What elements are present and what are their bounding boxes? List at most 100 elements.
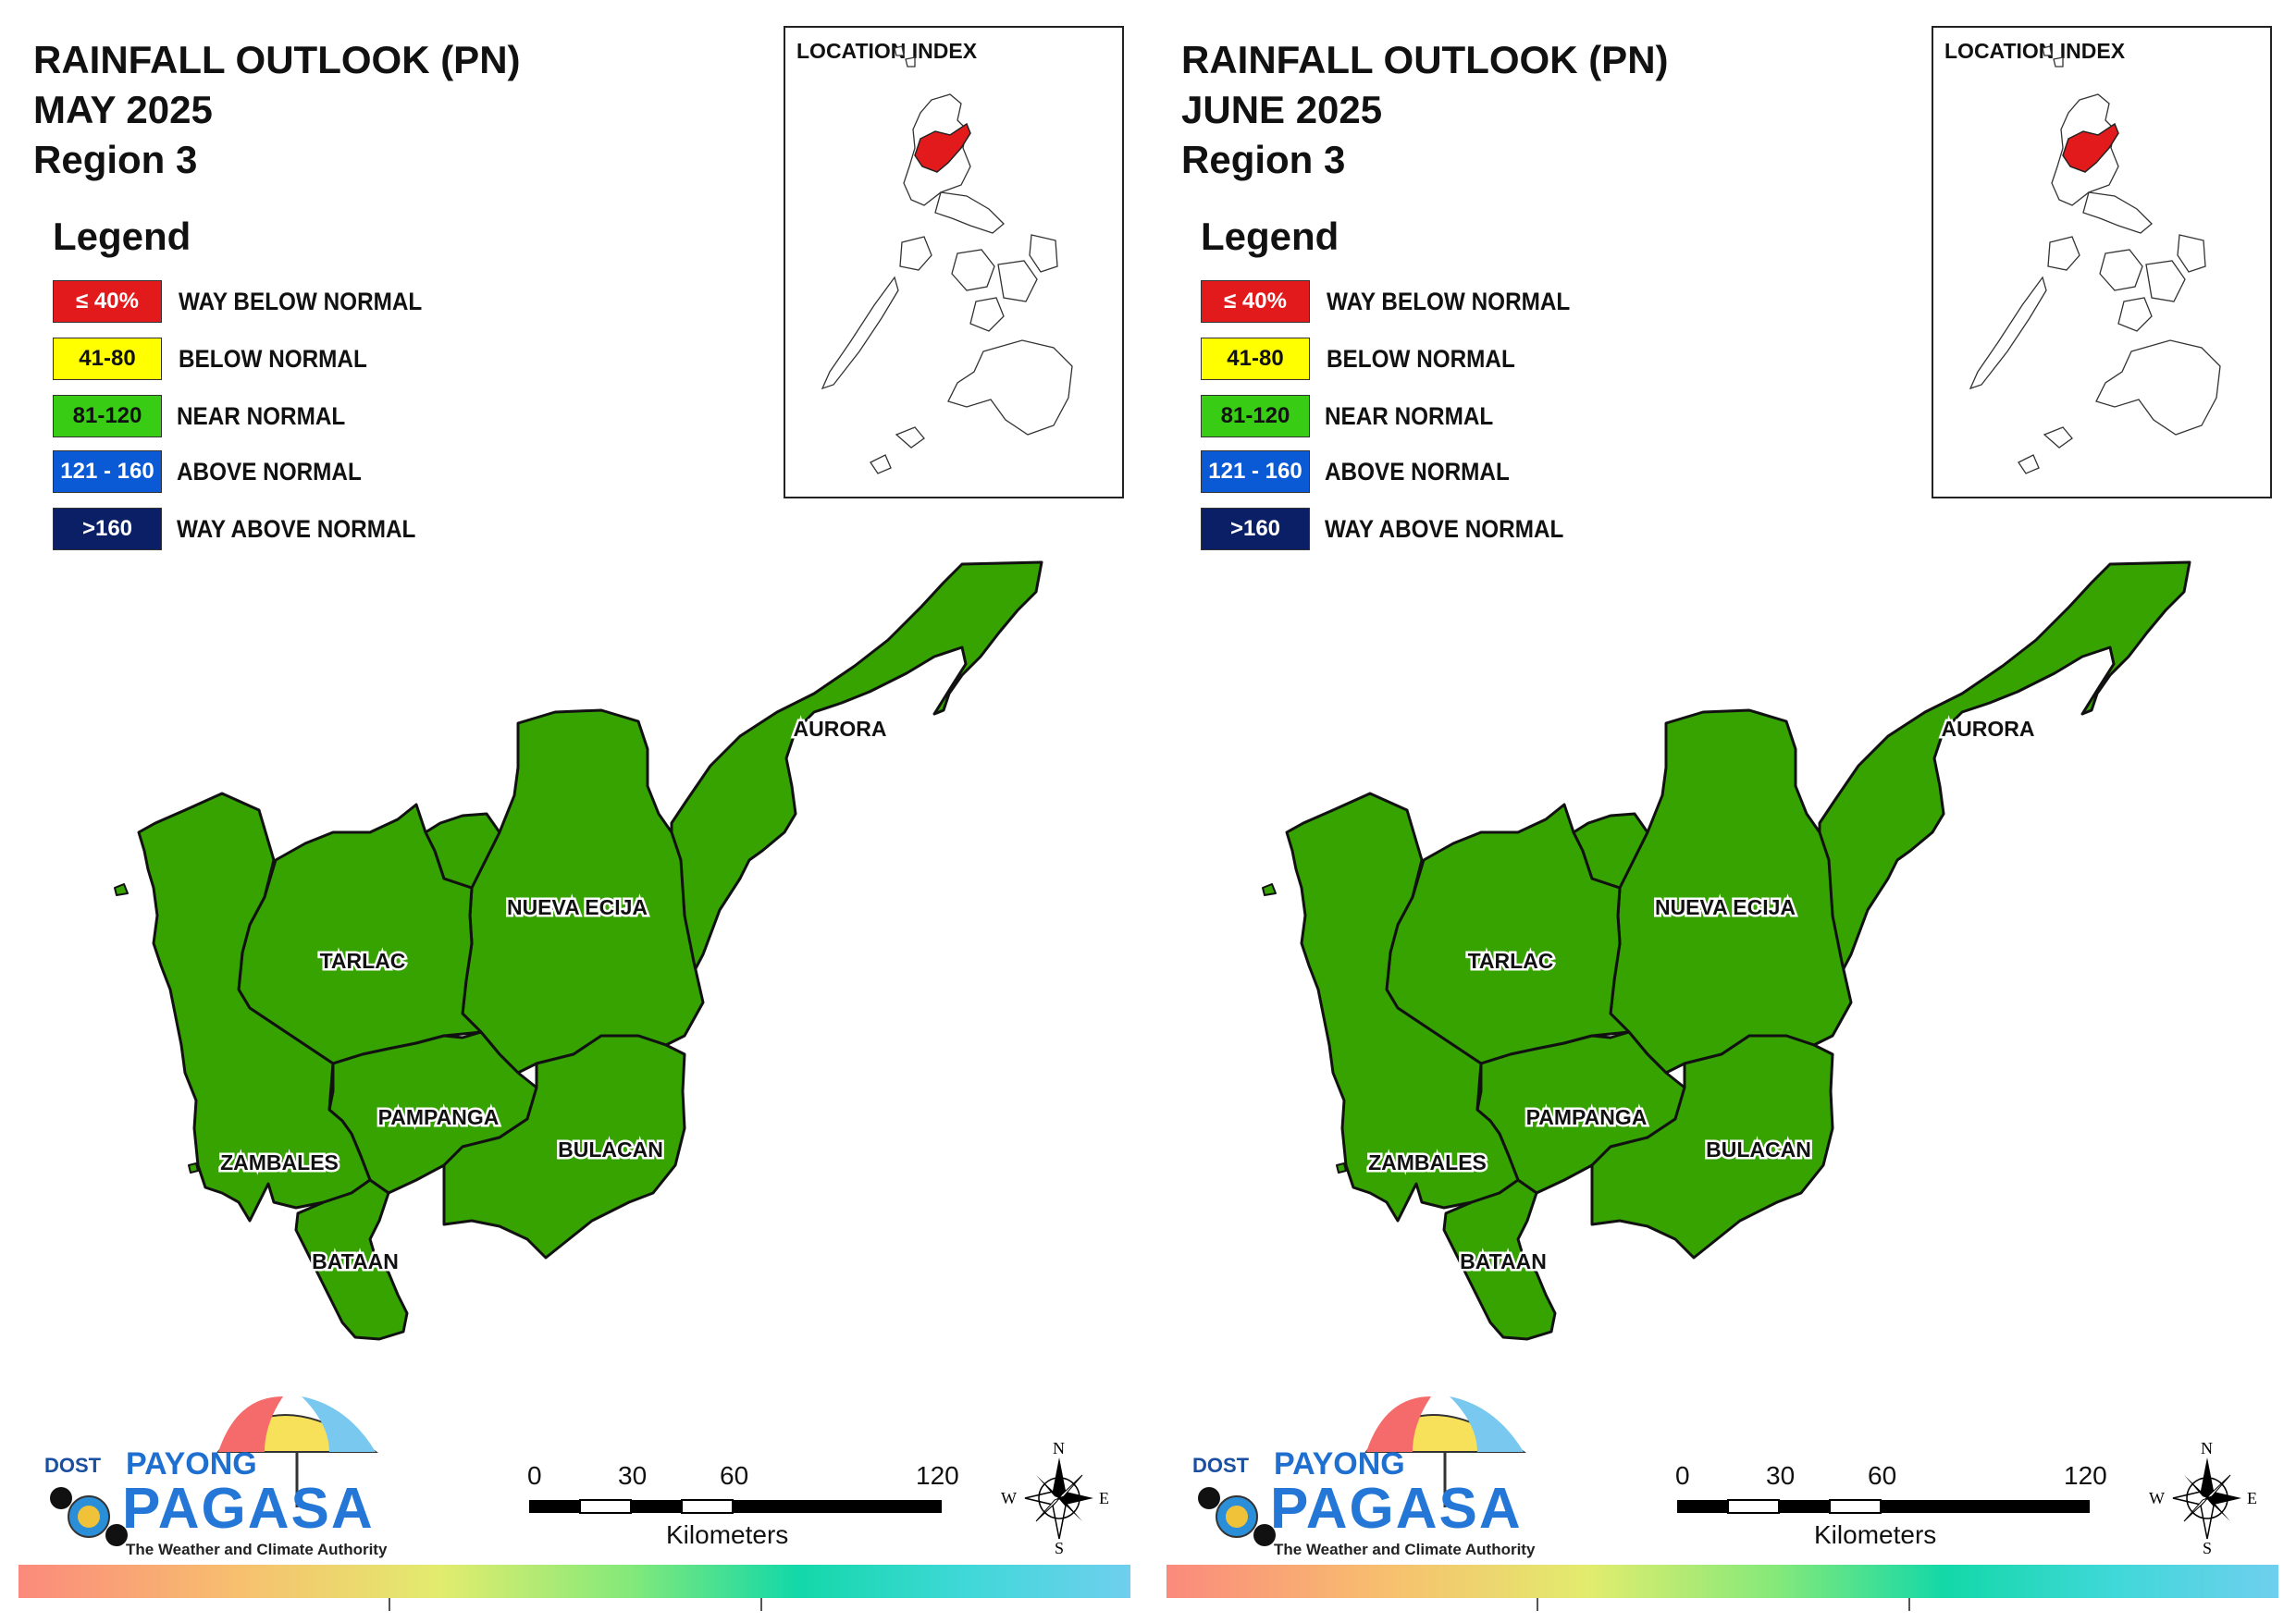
footer-tick [1908, 1598, 1910, 1611]
label-pampanga: PAMPANGA [378, 1105, 500, 1129]
scale-tick-30: 30 [1766, 1461, 1796, 1490]
legend-label: WAY ABOVE NORMAL [177, 515, 416, 543]
payong-pagasa-logo: DOST PAYONG PAGASA The Weather and Clima… [33, 1387, 403, 1563]
label-nueva-ecija: NUEVA ECIJA [1655, 895, 1796, 919]
north-arrow: N S E W [2149, 1439, 2258, 1557]
compass-s: S [1055, 1539, 1065, 1557]
title-line-2: JUNE 2025 [1181, 88, 1383, 131]
compass-s: S [2203, 1539, 2213, 1557]
compass-n: N [1053, 1439, 1065, 1457]
scale-tick-60: 60 [720, 1461, 749, 1490]
label-tarlac: TARLAC [1468, 949, 1554, 973]
legend-label: BELOW NORMAL [1327, 345, 1515, 373]
legend-item-way-above-normal: >160 WAY ABOVE NORMAL [53, 508, 441, 552]
label-zambales: ZAMBALES [220, 1150, 339, 1174]
province-zambales [137, 792, 372, 1223]
footer-tick [760, 1598, 762, 1611]
compass-e: E [2247, 1489, 2257, 1507]
compass-e: E [1099, 1489, 1109, 1507]
region-3-map: AURORA NUEVA ECIJA TARLAC PAMPANGA BULAC… [114, 560, 1043, 1341]
label-zambales: ZAMBALES [1368, 1150, 1487, 1174]
province-nueva-ecija [461, 708, 705, 1075]
legend-swatch: 121 - 160 [1201, 450, 1310, 493]
legend-item-above-normal: 121 - 160 ABOVE NORMAL [1201, 450, 1589, 495]
dost-label: DOST [1192, 1454, 1250, 1477]
region-3-highlight [914, 122, 971, 173]
scale-tick-120: 120 [916, 1461, 959, 1490]
province-bulacan [442, 1034, 686, 1260]
outlook-panel-may: RAINFALL OUTLOOK (PN) MAY 2025 Region 3 … [19, 26, 1130, 1611]
label-bulacan: BULACAN [558, 1137, 663, 1162]
logo-tagline: The Weather and Climate Authority [1274, 1541, 1536, 1558]
panel-title: RAINFALL OUTLOOK (PN) JUNE 2025 Region 3 [1181, 35, 1669, 185]
legend-label: NEAR NORMAL [1325, 402, 1494, 430]
pagasa-label: PAGASA [1270, 1477, 1523, 1541]
location-index-inset: LOCATION INDEX [784, 26, 1124, 498]
legend-swatch: ≤ 40% [53, 280, 162, 323]
islet [1336, 1162, 1347, 1174]
legend-swatch: ≤ 40% [1201, 280, 1310, 323]
scale-tick-0: 0 [1675, 1461, 1690, 1490]
compass-n: N [2201, 1439, 2213, 1457]
compass-w: W [1001, 1489, 1017, 1507]
scale-bar-graphic [1677, 1499, 2090, 1514]
legend-title: Legend [1201, 215, 1339, 258]
dost-label: DOST [44, 1454, 102, 1477]
pagasa-label: PAGASA [122, 1477, 375, 1541]
title-line-3: Region 3 [33, 138, 198, 181]
legend-swatch: 121 - 160 [53, 450, 162, 493]
legend-swatch: >160 [53, 508, 162, 550]
legend-swatch: 81-120 [53, 395, 162, 437]
legend-swatch: 41-80 [1201, 338, 1310, 380]
legend-item-way-below-normal: ≤ 40% WAY BELOW NORMAL [1201, 280, 1589, 325]
legend-label: BELOW NORMAL [179, 345, 367, 373]
philippines-outline-map [821, 45, 1073, 474]
province-bulacan [1590, 1034, 1834, 1260]
compass-rose-icon [2172, 1457, 2241, 1540]
label-aurora: AURORA [1942, 717, 2035, 741]
footer-tick [1537, 1598, 1538, 1611]
compass-w: W [2149, 1489, 2165, 1507]
inset-title: LOCATION INDEX [796, 39, 978, 63]
legend-item-below-normal: 41-80 BELOW NORMAL [53, 338, 441, 382]
gradient-footer-bar [1167, 1565, 2278, 1598]
label-nueva-ecija: NUEVA ECIJA [507, 895, 648, 919]
footer-tick [389, 1598, 390, 1611]
title-line-1: RAINFALL OUTLOOK (PN) [1181, 38, 1669, 81]
gradient-footer-bar [19, 1565, 1130, 1598]
legend-swatch: 81-120 [1201, 395, 1310, 437]
scale-bar: 0 30 60 120 Kilometers [1675, 1461, 2110, 1563]
province-tarlac-north [424, 812, 501, 890]
legend-item-way-below-normal: ≤ 40% WAY BELOW NORMAL [53, 280, 441, 325]
title-line-2: MAY 2025 [33, 88, 213, 131]
legend-title: Legend [53, 215, 191, 258]
legend-item-above-normal: 121 - 160 ABOVE NORMAL [53, 450, 441, 495]
payong-label: PAYONG [1274, 1446, 1405, 1482]
islet [1262, 883, 1277, 896]
legend-item-near-normal: 81-120 NEAR NORMAL [1201, 395, 1589, 439]
province-tarlac-north [1572, 812, 1649, 890]
panel-title: RAINFALL OUTLOOK (PN) MAY 2025 Region 3 [33, 35, 521, 185]
label-bataan: BATAAN [312, 1249, 399, 1273]
scale-unit: Kilometers [666, 1520, 789, 1549]
scale-bar-graphic [529, 1499, 942, 1514]
scale-tick-0: 0 [527, 1461, 542, 1490]
scale-unit: Kilometers [1814, 1520, 1937, 1549]
legend-swatch: 41-80 [53, 338, 162, 380]
label-tarlac: TARLAC [320, 949, 406, 973]
legend-item-way-above-normal: >160 WAY ABOVE NORMAL [1201, 508, 1589, 552]
province-aurora [664, 560, 1043, 1010]
umbrella-icon [1198, 1396, 1527, 1546]
logo-tagline: The Weather and Climate Authority [126, 1541, 388, 1558]
scale-bar: 0 30 60 120 Kilometers [527, 1461, 962, 1563]
legend-label: WAY BELOW NORMAL [1327, 288, 1571, 315]
legend-label: NEAR NORMAL [177, 402, 346, 430]
philippines-outline-map [1969, 45, 2221, 474]
scale-tick-120: 120 [2064, 1461, 2107, 1490]
label-aurora: AURORA [794, 717, 887, 741]
legend-label: WAY ABOVE NORMAL [1325, 515, 1564, 543]
islet [114, 883, 129, 896]
province-bataan [1442, 1178, 1557, 1341]
province-bataan [294, 1178, 409, 1341]
payong-label: PAYONG [126, 1446, 257, 1482]
